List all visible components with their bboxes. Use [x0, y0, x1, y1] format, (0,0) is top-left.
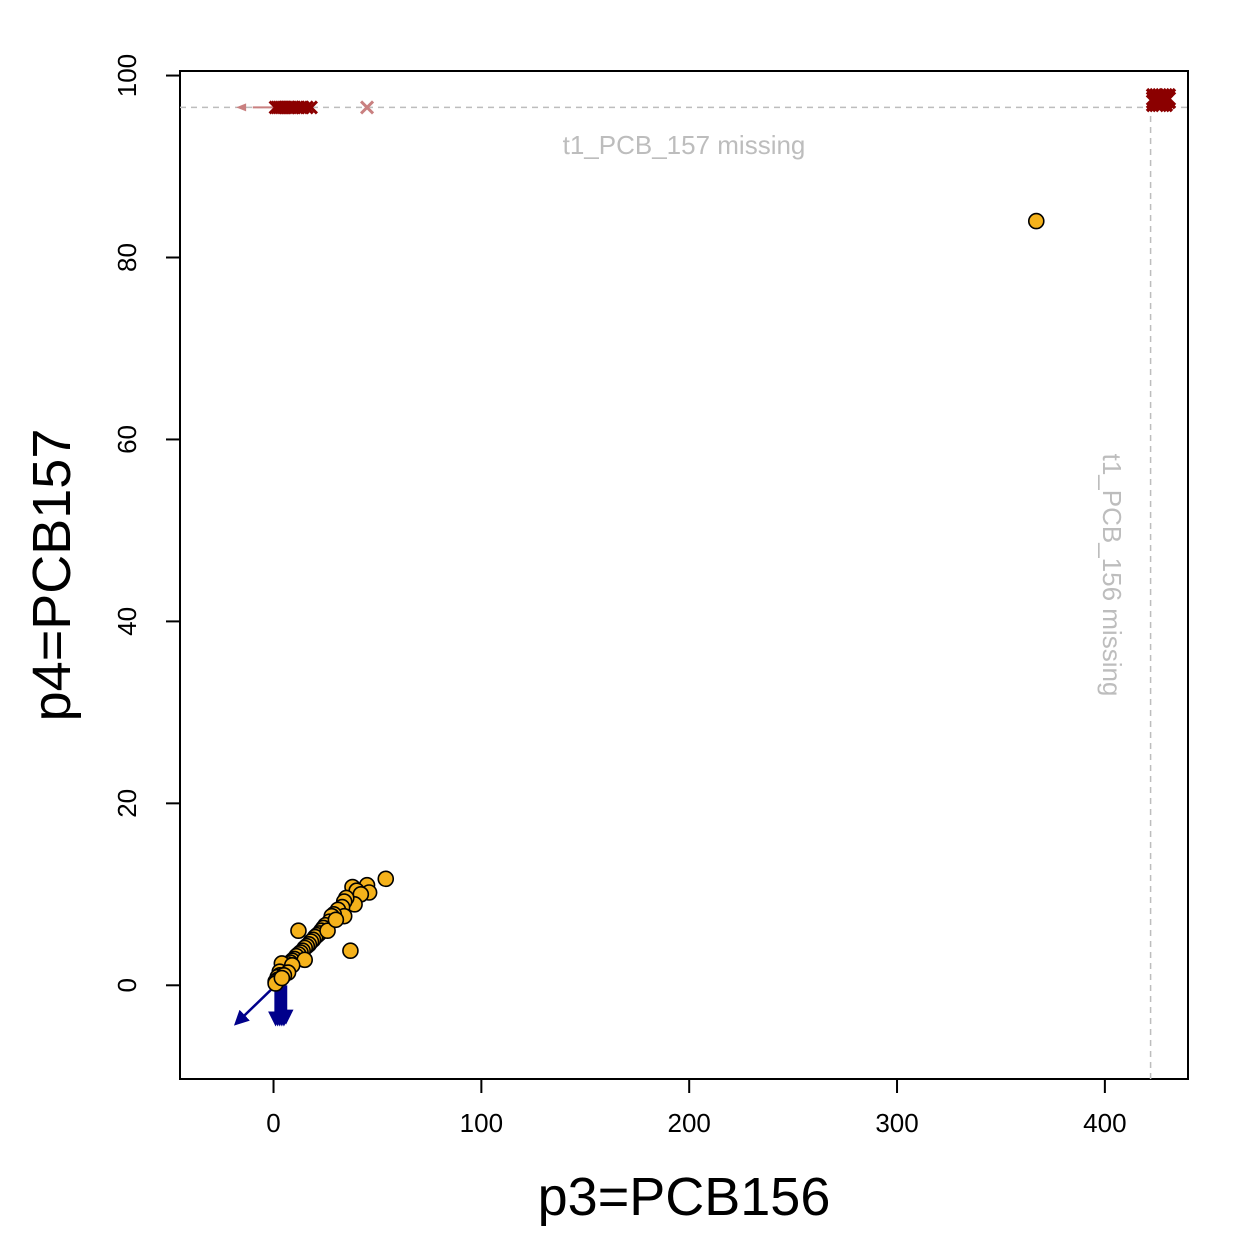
x-tick-label: 0: [266, 1108, 280, 1138]
missing-x-marker: [303, 100, 318, 115]
plot-area-frame: [179, 70, 1189, 1080]
data-point: [377, 870, 395, 888]
y-tick-label: 40: [112, 607, 142, 636]
data-point: [1027, 212, 1045, 230]
y-tick-label: 100: [112, 54, 142, 97]
missing-markers: [236, 87, 1177, 115]
missing-label-x: t1_PCB_156 missing: [1097, 454, 1127, 697]
missing-label-y: t1_PCB_157 missing: [563, 130, 806, 160]
axis-ticks: 0 100 200 300 400 0 20 40 60 80 100: [112, 54, 1127, 1138]
x-tick-label: 100: [460, 1108, 503, 1138]
data-point: [342, 942, 359, 960]
x-tick-label: 200: [668, 1108, 711, 1138]
data-point: [319, 922, 336, 940]
y-axis-title: p4=PCB157: [22, 429, 82, 722]
y-tick-label: 0: [112, 978, 142, 992]
x-tick-label: 300: [875, 1108, 918, 1138]
data-point: [273, 969, 291, 987]
x-axis-title: p3=PCB156: [538, 1167, 831, 1227]
data-points: [267, 212, 1045, 992]
below-limit-arrows: [233, 984, 294, 1027]
missing-cluster-marker: [1151, 93, 1171, 113]
missing-arrow-head: [236, 103, 247, 112]
below-limit-arrow: [233, 984, 277, 1026]
missing-cluster-marker: [1148, 93, 1168, 113]
missing-cluster-marker: [1154, 93, 1174, 113]
x-tick-label: 400: [1083, 1108, 1126, 1138]
missing-x-marker: [359, 100, 375, 115]
missing-lines: [180, 106, 1188, 1079]
y-tick-label: 60: [112, 425, 142, 454]
y-tick-label: 20: [112, 789, 142, 818]
data-point: [290, 922, 307, 940]
y-tick-label: 80: [112, 243, 142, 272]
data-point: [327, 911, 345, 929]
missing-x-marker: [299, 100, 314, 115]
